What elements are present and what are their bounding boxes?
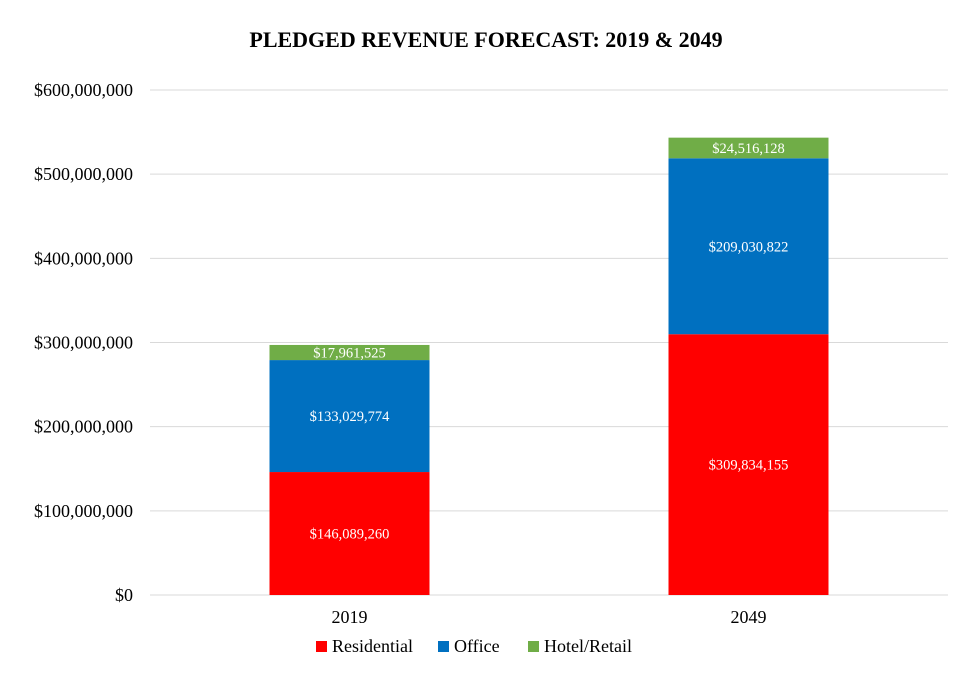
- x-tick-label: 2049: [731, 607, 767, 627]
- bar-segment-office: [668, 158, 829, 335]
- bar-segment-residential: [668, 334, 829, 595]
- bar-segment-hotel-retail: [269, 344, 430, 361]
- x-axis-tick-labels: 2019 2049: [332, 607, 767, 627]
- y-tick-label: $500,000,000: [34, 164, 133, 184]
- legend-label-office: Office: [454, 636, 500, 656]
- x-tick-label: 2019: [332, 607, 368, 627]
- data-label: $24,516,128: [712, 141, 785, 157]
- legend-label-residential: Residential: [332, 636, 413, 656]
- y-tick-label: $200,000,000: [34, 417, 133, 437]
- bars: $146,089,260 $133,029,774 $17,961,525 $309,…: [269, 137, 829, 595]
- y-tick-label: $0: [115, 585, 133, 605]
- data-label: $146,089,260: [310, 527, 390, 543]
- y-tick-label: $300,000,000: [34, 333, 133, 353]
- legend: Residential Office Hotel/Retail: [316, 636, 632, 656]
- data-label: $209,030,822: [709, 239, 789, 255]
- data-label: $133,029,774: [310, 409, 391, 425]
- data-label: $17,961,525: [313, 346, 386, 362]
- bar-segment-hotel-retail: [668, 137, 829, 159]
- legend-swatch-residential: [316, 641, 327, 652]
- legend-label-hotel-retail: Hotel/Retail: [544, 636, 632, 656]
- chart-title: PLEDGED REVENUE FORECAST: 2019 & 2049: [249, 27, 722, 52]
- y-tick-label: $400,000,000: [34, 248, 133, 268]
- bar-segment-residential: [269, 472, 430, 595]
- legend-swatch-office: [438, 641, 449, 652]
- legend-swatch-hotel-retail: [528, 641, 539, 652]
- y-tick-label: $600,000,000: [34, 80, 133, 100]
- data-label: $309,834,155: [709, 458, 789, 474]
- bar-segment-office: [269, 360, 430, 473]
- y-axis-tick-labels: $0 $100,000,000 $200,000,000 $300,000,000 $4…: [34, 80, 133, 605]
- y-tick-label: $100,000,000: [34, 501, 133, 521]
